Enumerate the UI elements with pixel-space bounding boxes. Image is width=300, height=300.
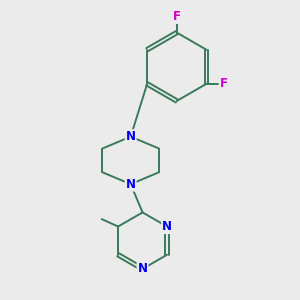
Text: N: N — [126, 178, 136, 191]
Text: F: F — [173, 10, 181, 23]
Text: F: F — [220, 77, 228, 90]
Text: N: N — [138, 262, 148, 275]
Text: N: N — [162, 220, 172, 233]
Text: N: N — [126, 130, 136, 143]
